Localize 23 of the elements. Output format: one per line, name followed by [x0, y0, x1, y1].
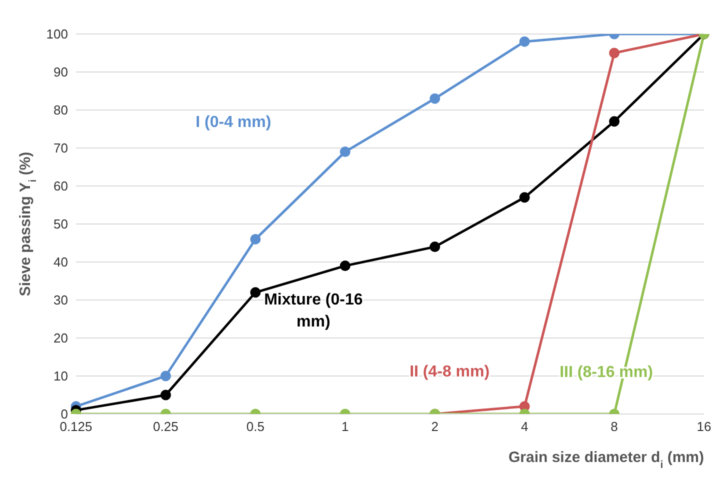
y-tick-label: 80	[54, 102, 68, 118]
y-tick-label: 10	[54, 368, 68, 384]
y-tick-label: 50	[54, 216, 68, 232]
x-tick-label: 8	[610, 419, 618, 434]
x-tick-label: 1	[342, 419, 349, 434]
y-tick-label: 20	[54, 330, 68, 346]
x-tick-label: 4	[520, 419, 528, 434]
y-tick-label: 70	[54, 140, 68, 156]
text: I (0-4 mm)	[196, 114, 272, 132]
x-tick-label: 0.125	[60, 419, 92, 434]
y-tick-label: 100	[46, 26, 68, 42]
y-tick-label: 90	[54, 64, 68, 80]
series-label: II (4-8 mm)	[410, 363, 490, 380]
x-tick-label: 16	[696, 419, 712, 434]
y-tick-label: 0	[60, 406, 68, 422]
y-tick-label: 40	[54, 254, 68, 270]
x-tick-label: 0.25	[153, 419, 178, 434]
y-tick-label: 60	[54, 178, 68, 194]
x-axis-title: Grain size diameter d$_{i}$ (mm)	[508, 449, 704, 471]
x-tick-label: 2	[431, 419, 438, 434]
series-label: Mixture (0-16 mm)	[264, 291, 363, 330]
x-tick-label: 0.5	[246, 419, 264, 434]
y-tick-label: 30	[54, 292, 68, 308]
